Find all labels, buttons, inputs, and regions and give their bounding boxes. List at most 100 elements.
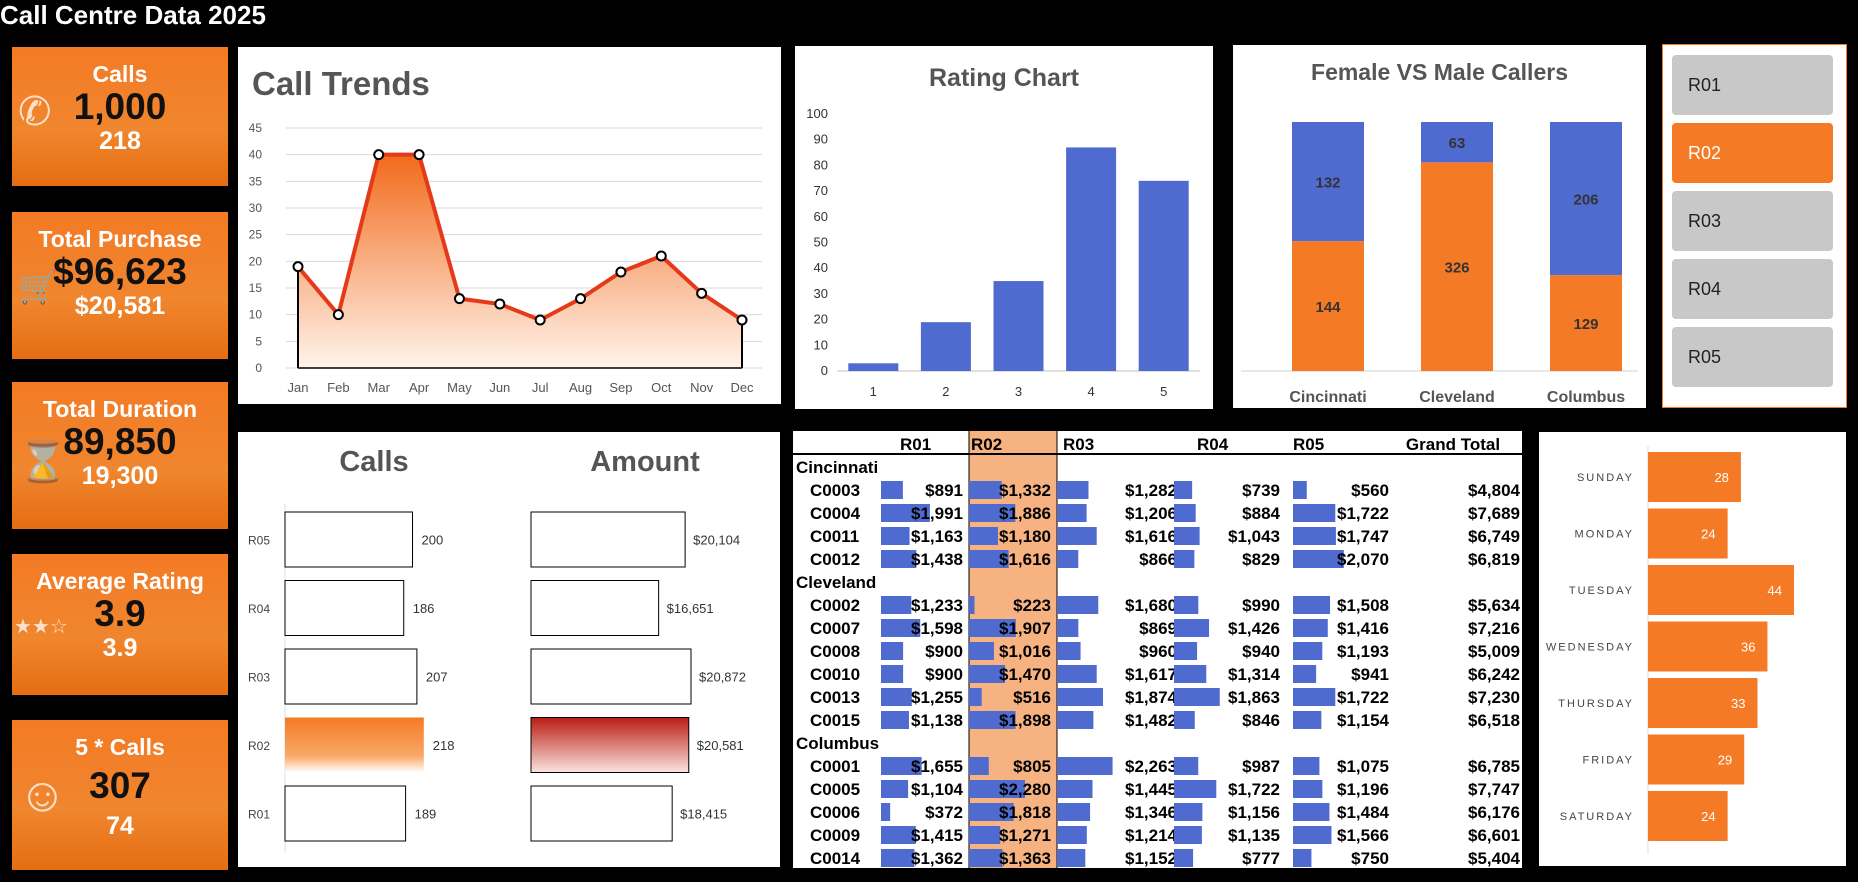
y-tick-label: 15	[249, 281, 263, 295]
pivot-data-bar	[1293, 826, 1332, 844]
y-tick-label: 50	[814, 235, 828, 250]
pivot-cell-value: $1,508	[1337, 596, 1389, 615]
male-data-label: 132	[1315, 175, 1340, 192]
male-segment	[1292, 122, 1364, 242]
pivot-grand-total: $5,634	[1468, 596, 1521, 615]
rating-bar	[920, 322, 971, 371]
y-tick-label: 25	[249, 228, 263, 242]
weekday-bar	[1648, 508, 1728, 559]
pivot-cell-value: $560	[1351, 481, 1389, 500]
pivot-data-bar	[1174, 619, 1210, 637]
pivot-row-label: C0006	[810, 803, 860, 822]
slicer-item-r03[interactable]: R03	[1672, 191, 1833, 251]
pivot-cell-value: $223	[1013, 596, 1051, 615]
weekday-bar	[1648, 621, 1768, 672]
pivot-grand-total: $5,404	[1468, 849, 1521, 868]
x-tick-label: Aug	[569, 380, 592, 395]
female-data-label: 129	[1573, 316, 1598, 333]
pivot-row-label: C0003	[810, 481, 860, 500]
pivot-data-bar	[1174, 711, 1195, 729]
calls-bar	[284, 580, 405, 636]
pivot-grand-total: $6,601	[1468, 826, 1520, 845]
female-segment	[1421, 162, 1493, 371]
pivot-cell-value: $372	[925, 803, 963, 822]
y-tick-label: 40	[249, 148, 263, 162]
kpi-five-star-calls-card[interactable]: ☺ 5 * Calls 307 74	[12, 720, 228, 870]
pivot-cell-value: $1,863	[1228, 688, 1280, 707]
pivot-group-label: Cincinnati	[796, 458, 878, 477]
weekday-data-label: 24	[1701, 527, 1715, 542]
pivot-cell-value: $2,280	[999, 780, 1051, 799]
pivot-cell-value: $1,163	[911, 527, 963, 546]
kpi-value: 3.9	[94, 593, 146, 634]
pivot-data-bar	[881, 504, 930, 522]
kpi-average-rating-card[interactable]: ★★☆ Average Rating 3.9 3.9	[12, 554, 228, 695]
slicer-item-r05[interactable]: R05	[1672, 327, 1833, 387]
y-tick-label: 30	[249, 201, 263, 215]
call-trends-chart: 0 5 10 15 20 25 30 35 40 45 Jan Feb Mar Apr May Jun Jul A…	[249, 121, 762, 395]
pivot-cell-value: $884	[1242, 504, 1280, 523]
pivot-bars: R01 R02 R03 R04 R05 Grand Total Cincinnati C000…	[793, 431, 1524, 868]
pivot-row-label: C0010	[810, 665, 860, 684]
calls-category-label: R01	[248, 808, 270, 822]
pivot-column-header: R05	[1293, 435, 1324, 454]
pivot-data-bar	[1174, 849, 1194, 867]
pivot-row-label: C0005	[810, 780, 860, 799]
pivot-data-bar	[1293, 550, 1344, 568]
pivot-cell-value: $1,138	[911, 711, 963, 730]
pivot-data-bar	[1174, 596, 1199, 614]
pivot-cell-value: $891	[925, 481, 963, 500]
pivot-grand-total: $7,216	[1468, 619, 1520, 638]
gender-chart-panel: Female VS Male Callers 144 132 Cincinnati 3…	[1233, 45, 1646, 408]
weekday-bar	[1648, 791, 1728, 841]
pivot-data-bar	[1174, 504, 1196, 522]
y-tick-label: 45	[249, 121, 263, 135]
weekday-data-label: 28	[1714, 470, 1728, 485]
pivot-cell-value: $1,233	[911, 596, 963, 615]
x-tick-label: Nov	[690, 380, 714, 395]
pivot-data-bar	[1174, 665, 1207, 683]
gender-chart-title: Female VS Male Callers	[1311, 59, 1568, 85]
pivot-data-bar	[969, 504, 1016, 522]
pivot-grand-total: $6,176	[1468, 803, 1520, 822]
pivot-cell-value: $829	[1242, 550, 1280, 569]
trend-point	[453, 293, 465, 305]
pivot-data-bar	[1174, 780, 1217, 798]
pivot-grand-total: $7,747	[1468, 780, 1520, 799]
pivot-cell-value: $1,426	[1228, 619, 1280, 638]
pivot-row-label: C0008	[810, 642, 860, 661]
calls-bar	[284, 648, 418, 705]
amount-bar	[530, 785, 673, 842]
pivot-cell-value: $1,154	[1337, 711, 1390, 730]
pivot-data-bar	[1057, 780, 1093, 798]
pivot-row-label: C0015	[810, 711, 860, 730]
x-tick-label: Cleveland	[1419, 389, 1495, 406]
pivot-column-header: Grand Total	[1406, 435, 1500, 454]
pivot-grand-total: $5,009	[1468, 642, 1520, 661]
kpi-label: Calls	[92, 61, 148, 87]
pivot-group-label: Cleveland	[796, 573, 876, 592]
y-tick-label: 0	[821, 363, 828, 378]
pivot-data-bar	[1174, 550, 1195, 568]
calls-data-label: 186	[413, 601, 435, 616]
y-tick-label: 30	[814, 286, 828, 301]
slicer-item-r02[interactable]: R02	[1672, 123, 1833, 183]
pivot-cell-value: $1,566	[1337, 826, 1389, 845]
pivot-row-label: C0001	[810, 757, 860, 776]
pivot-cell-value: $1,135	[1228, 826, 1280, 845]
y-tick-label: 10	[814, 337, 828, 352]
kpi-total-purchase-card[interactable]: 🛒 Total Purchase $96,623 $20,581	[12, 212, 228, 359]
slicer-item-r04[interactable]: R04	[1672, 259, 1833, 319]
pivot-cell-value: $1,722	[1337, 504, 1389, 523]
pivot-data-bar	[881, 619, 921, 637]
kpi-total-duration-card[interactable]: ⌛ Total Duration 89,850 19,300	[12, 382, 228, 529]
weekday-chart: SUNDAY 28 MONDAY 24 TUESDAY 44 WEDNESDAY 36 THUR…	[1546, 446, 1794, 854]
pivot-data-bar	[1293, 711, 1322, 729]
amount-bar	[530, 511, 686, 568]
slicer-item-r01[interactable]: R01	[1672, 55, 1833, 115]
pivot-cell-value: $1,043	[1228, 527, 1280, 546]
kpi-calls-card[interactable]: ✆ Calls 1,000 218	[12, 47, 228, 186]
weekday-bar	[1648, 734, 1745, 785]
kpi-sub-value: $20,581	[74, 291, 166, 320]
x-tick-label: Dec	[730, 380, 754, 395]
